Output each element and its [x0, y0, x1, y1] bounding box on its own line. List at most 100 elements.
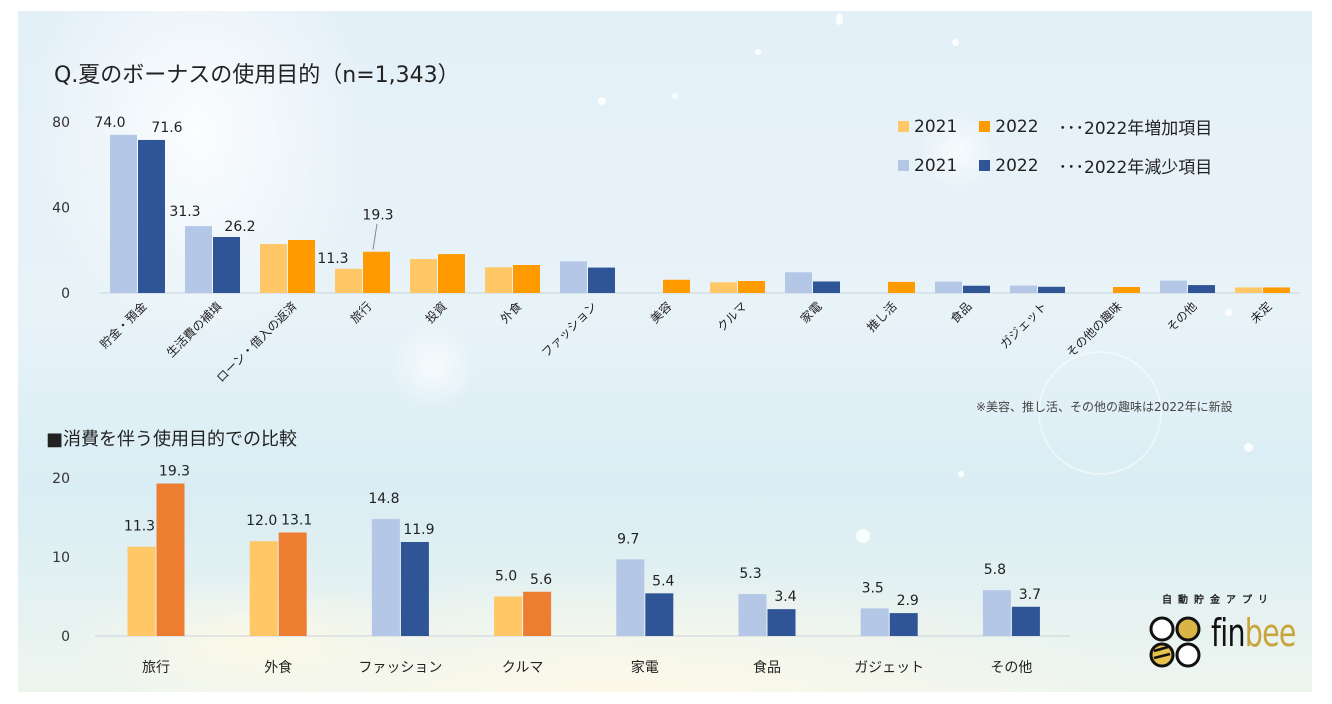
- bar-2022: [138, 139, 165, 293]
- legend-label: 2021: [914, 155, 958, 176]
- sparkle-decoration: [952, 39, 959, 46]
- x-category-label: ガジェット: [854, 660, 924, 676]
- data-label: 26.2: [224, 219, 255, 235]
- data-label: 5.3: [739, 566, 761, 582]
- leader-line: [372, 223, 378, 250]
- bar-2022: [645, 593, 674, 636]
- legend-label: 2022: [995, 155, 1039, 176]
- data-label: 12.0: [246, 513, 277, 529]
- bar-2021: [935, 281, 962, 293]
- bar-2022: [1011, 606, 1040, 636]
- bar-2022: [523, 591, 552, 636]
- section-subtitle: ■消費を伴う使用目的での比較: [46, 429, 298, 450]
- data-label: 3.7: [1019, 587, 1041, 603]
- data-label: 2.9: [897, 593, 919, 609]
- bar-2022: [156, 483, 185, 636]
- data-label: 3.5: [862, 580, 884, 596]
- y-tick-label: 80: [52, 115, 70, 131]
- bar-2021: [494, 596, 523, 636]
- bar-2022: [963, 285, 990, 293]
- data-label: 11.9: [403, 522, 434, 538]
- sparkle-decoration: [1244, 443, 1253, 452]
- bar-2022: [363, 251, 390, 293]
- data-label: 14.8: [368, 491, 399, 507]
- bar-2022: [513, 264, 540, 293]
- legend-description: ･･･2022年増加項目: [1058, 119, 1213, 139]
- bar-2021: [560, 261, 587, 293]
- bar-2022: [813, 281, 840, 293]
- chart-title: Q.夏のボーナスの使用目的（n=1,343）: [54, 63, 460, 88]
- ring-decoration: [1038, 351, 1162, 475]
- data-label: 71.6: [151, 120, 182, 136]
- legend-swatch-decrease-2022: [979, 160, 991, 171]
- bar-2021: [410, 259, 437, 293]
- bar-2022: [588, 267, 615, 293]
- bar-2021: [371, 519, 400, 636]
- data-label: 5.8: [984, 562, 1006, 578]
- y-tick-label: 0: [61, 286, 70, 302]
- footnote: ※美容、推し活、その他の趣味は2022年に新設: [976, 400, 1233, 414]
- bar-2021: [710, 282, 737, 293]
- bar-2022: [888, 281, 915, 293]
- sparkle-decoration: [672, 93, 678, 99]
- slide: Q.夏のボーナスの使用目的（n=1,343） 2021 2022 ･･･2022…: [18, 11, 1312, 692]
- data-label: 11.3: [317, 251, 348, 267]
- data-label: 9.7: [617, 531, 639, 547]
- x-category-label: 家電: [631, 659, 659, 676]
- sparkle-decoration: [856, 529, 870, 543]
- y-tick-label: 20: [52, 471, 70, 487]
- sparkle-decoration: [836, 13, 843, 25]
- bar-2022: [278, 532, 307, 636]
- glow-decoration: [388, 321, 478, 411]
- legend-swatch-increase-2022: [979, 121, 991, 132]
- bar-2021: [785, 272, 812, 293]
- sparkle-decoration: [755, 49, 761, 55]
- bar-2022: [438, 254, 465, 293]
- legend-description: ･･･2022年減少項目: [1058, 158, 1213, 178]
- top-bar-chart: 04080貯金・預金 生活費の補填ローン・借入の返済 旅行 投資 外食 ファッション 美容ク…: [52, 115, 1300, 385]
- bar-2022: [1263, 287, 1290, 293]
- bar-2022: [213, 236, 240, 293]
- bar-2022: [1038, 286, 1065, 293]
- bar-2022: [767, 609, 796, 636]
- y-tick-label: 40: [52, 201, 70, 217]
- bar-2022: [1188, 285, 1215, 293]
- data-label: 74.0: [94, 115, 125, 131]
- legend-swatch-decrease-2021: [898, 160, 909, 171]
- logo-caption: 自動貯金アプリ: [1162, 595, 1274, 606]
- legend-row-increase: 2021 2022 ･･･2022年増加項目: [898, 114, 1212, 139]
- legend-label: 2022: [995, 116, 1039, 137]
- logo-word-fin: fin: [1211, 611, 1246, 655]
- bar-2022: [889, 613, 918, 636]
- logo-wordmark: finbee: [1211, 611, 1296, 655]
- x-category-label: ファッション: [358, 660, 442, 676]
- bar-2021: [110, 134, 137, 293]
- legend-swatch-increase-2021: [898, 121, 909, 132]
- bar-2021: [616, 559, 645, 636]
- legend-label: 2021: [914, 116, 958, 137]
- data-label: 11.3: [124, 519, 155, 535]
- bar-2021: [860, 608, 889, 636]
- sparkle-decoration: [598, 97, 606, 105]
- bar-2021: [260, 244, 287, 293]
- data-label: 5.4: [652, 573, 674, 589]
- bottom-bar-chart: 0 10 20 11.3 19.3 旅行 12.0 13.1 外食 14.811.9 ファッション 5…: [52, 464, 1070, 676]
- sparkle-decoration: [958, 471, 964, 477]
- y-tick-label: 0: [61, 629, 70, 645]
- bar-2021: [127, 546, 156, 636]
- x-category-label: 食品: [753, 659, 781, 676]
- data-label: 5.0: [495, 569, 517, 585]
- data-label: 13.1: [281, 513, 312, 529]
- bar-2021: [982, 590, 1011, 636]
- bar-2022: [400, 541, 429, 636]
- bar-2022: [1113, 287, 1140, 293]
- data-label: 19.3: [159, 464, 190, 480]
- sparkle-decoration: [1225, 309, 1232, 316]
- x-category-label: 旅行: [142, 660, 170, 676]
- bar-2022: [738, 281, 765, 293]
- data-label: 5.6: [530, 572, 552, 588]
- bar-2022: [288, 239, 315, 293]
- data-label: 31.3: [169, 204, 200, 220]
- y-tick-label: 10: [52, 550, 70, 566]
- bar-2021: [335, 268, 362, 293]
